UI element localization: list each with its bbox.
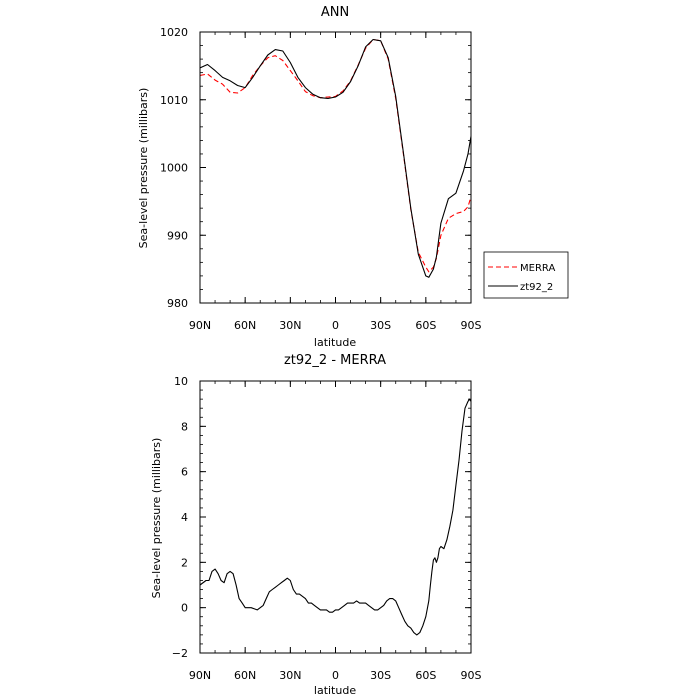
legend-box: [483, 251, 569, 299]
bottom-series-lines: [199, 398, 472, 636]
bottom-y-tick-label: −2: [172, 647, 188, 660]
top-x-tick-label: 60N: [234, 319, 256, 332]
top-x-tick-label: 60S: [415, 319, 436, 332]
top-y-tick-label: 990: [167, 229, 188, 242]
top-x-axis-title: latitude: [314, 336, 356, 349]
bottom-x-axis-title: latitude: [314, 684, 356, 697]
top-series-line-zt92-2: [199, 38, 472, 278]
top-series-lines: [199, 38, 472, 278]
bottom-x-tick-label: 60S: [415, 669, 436, 682]
top-chart-title: ANN: [321, 5, 349, 20]
legend: MERRA zt92_2: [483, 251, 569, 299]
top-x-tick-label: 30N: [279, 319, 301, 332]
bottom-x-tick-label: 90N: [189, 669, 211, 682]
bottom-y-tick-label: 0: [181, 602, 188, 615]
bottom-y-tick-label: 6: [181, 466, 188, 479]
top-y-tick-label: 1000: [160, 162, 188, 175]
bottom-y-tick-label: 2: [181, 556, 188, 569]
bottom-x-tick-label: 90S: [461, 669, 482, 682]
top-x-tick-label: 90S: [461, 319, 482, 332]
bottom-y-tick-label: 4: [181, 511, 188, 524]
top-chart: ANN Sea-level pressure (millibars) latit…: [137, 5, 569, 349]
top-series-line-merra: [199, 38, 472, 273]
bottom-chart-title: zt92_2 - MERRA: [284, 353, 386, 368]
top-y-axis-title: Sea-level pressure (millibars): [137, 88, 150, 249]
legend-label-zt92-2: zt92_2: [520, 282, 553, 293]
bottom-plot-frame: [199, 380, 472, 654]
top-x-tick-label: 30S: [370, 319, 391, 332]
top-axis-ticks: 90N 60N 30N 0 30S 60S 90S 980 990 1000 1010 1020: [160, 26, 482, 332]
bottom-series-line-0: [199, 398, 472, 636]
top-plot-frame: [199, 31, 472, 304]
bottom-x-tick-label: 0: [332, 669, 339, 682]
top-y-tick-label: 1020: [160, 26, 188, 39]
legend-label-merra: MERRA: [520, 263, 555, 274]
top-x-tick-label: 90N: [189, 319, 211, 332]
bottom-y-tick-label: 8: [181, 420, 188, 433]
bottom-x-tick-label: 30S: [370, 669, 391, 682]
top-y-tick-label: 980: [167, 297, 188, 310]
bottom-y-axis-title: Sea-level pressure (millibars): [150, 438, 163, 599]
bottom-chart: zt92_2 - MERRA Sea-level pressure (milli…: [150, 353, 482, 697]
bottom-x-tick-label: 30N: [279, 669, 301, 682]
bottom-axis-ticks: 90N 60N 30N 0 30S 60S 90S −2 0 2 4 6 8 10: [172, 375, 482, 682]
bottom-x-tick-label: 60N: [234, 669, 256, 682]
bottom-y-tick-label: 10: [174, 375, 188, 388]
top-x-tick-label: 0: [332, 319, 339, 332]
top-y-tick-label: 1010: [160, 94, 188, 107]
